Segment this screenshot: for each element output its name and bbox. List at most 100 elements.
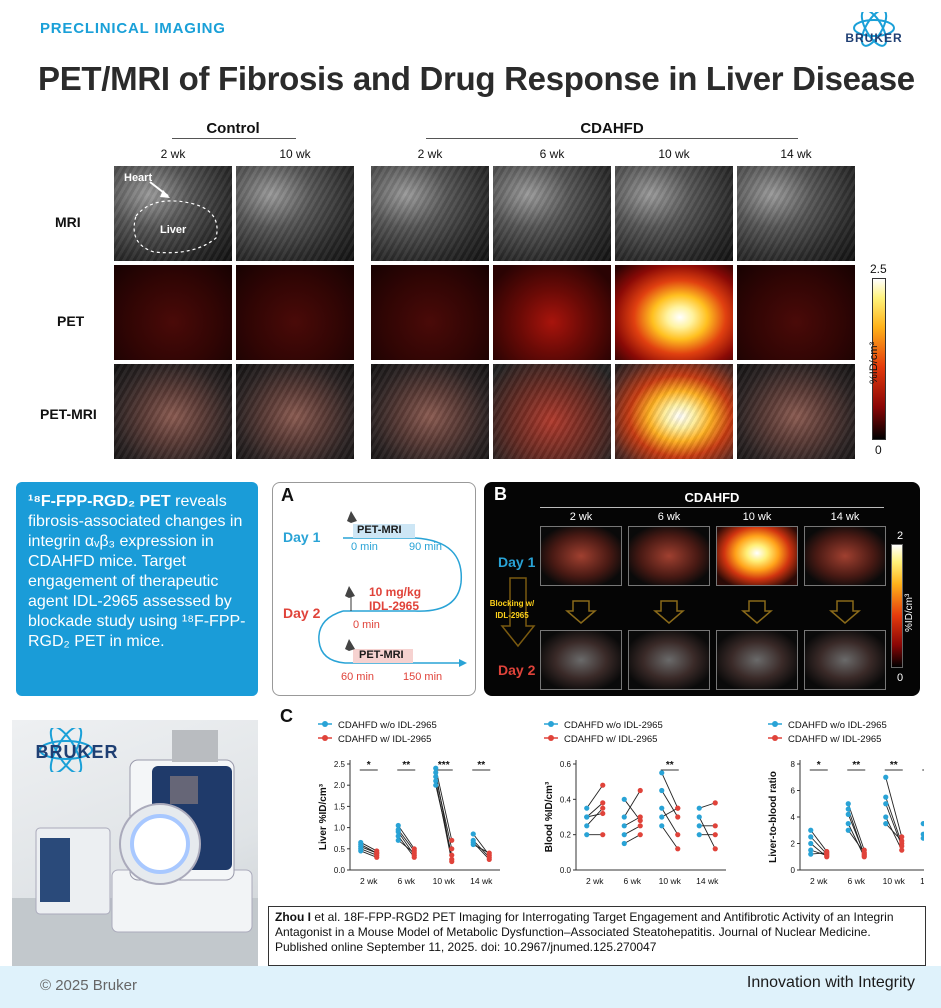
colorbar-max-label: 2.5 — [870, 262, 887, 276]
data-point-with — [712, 846, 718, 852]
data-point-without — [883, 774, 889, 780]
pet-mri-scanner-illustration — [12, 730, 258, 966]
data-point-with — [675, 805, 681, 811]
data-point-with — [675, 814, 681, 820]
significance-label: ** — [666, 760, 674, 771]
data-point-with — [899, 847, 905, 853]
panel-b-day1-6wk — [628, 526, 710, 586]
x-tick-label: 10 wk — [883, 876, 906, 886]
blocking-arrow-icon — [500, 577, 536, 648]
mri-image-control-2wk: Heart Liver — [114, 166, 232, 261]
paired-line — [586, 813, 603, 818]
panel-b-day2-10wk — [716, 630, 798, 690]
liver-annotation: Liver — [160, 224, 187, 236]
paired-line — [472, 842, 490, 860]
paired-line — [586, 807, 604, 827]
panel-b-day1-14wk — [804, 526, 886, 586]
y-tick-label: 0 — [791, 866, 796, 875]
panel-b-day1-10wk — [716, 526, 798, 586]
col-label-control-2wk: 2 wk — [160, 147, 186, 161]
group-cdahfd-rule — [426, 138, 798, 139]
col-label-control-10wk: 10 wk — [279, 147, 311, 161]
group-cdahfd-label: CDAHFD — [580, 120, 644, 137]
day1-label: Day 1 — [283, 529, 321, 545]
data-point-with — [411, 854, 417, 860]
t60-label: 60 min — [341, 671, 375, 683]
fused-image-cdahfd-10wk — [615, 364, 733, 459]
data-point-without — [808, 851, 814, 857]
x-tick-label: 14 wk — [920, 876, 924, 886]
paired-line — [397, 829, 415, 852]
colorbar-min-label: 0 — [875, 443, 882, 457]
panel-b-title: CDAHFD — [684, 490, 740, 505]
paired-line — [435, 772, 453, 860]
fused-image-control-2wk — [114, 364, 232, 459]
pet-image-cdahfd-2wk — [371, 265, 489, 360]
fused-image-cdahfd-2wk — [371, 364, 489, 459]
data-point-with — [600, 805, 606, 811]
data-point-without — [395, 837, 401, 843]
data-point-with — [486, 856, 492, 862]
data-point-with — [449, 837, 455, 843]
data-point-without — [659, 823, 665, 829]
data-point-without — [584, 814, 590, 820]
page-title: PET/MRI of Fibrosis and Drug Response in… — [38, 60, 915, 97]
paired-line — [698, 816, 716, 850]
data-point-with — [449, 852, 455, 858]
data-point-without — [358, 841, 364, 848]
legend-label: CDAHFD w/ IDL-2965 — [564, 734, 657, 745]
photo-logo-text: BRUKER — [35, 742, 119, 762]
row-label-mri: MRI — [55, 214, 81, 230]
significance-label: ** — [852, 760, 860, 771]
data-point-with — [600, 800, 606, 806]
paired-line — [623, 799, 641, 821]
data-point-without — [621, 814, 627, 820]
fused-image-cdahfd-6wk — [493, 364, 611, 459]
data-point-without — [433, 778, 439, 784]
data-point-without — [621, 832, 627, 838]
legend-label: CDAHFD w/ IDL-2965 — [338, 734, 431, 745]
legend-label: CDAHFD w/ IDL-2965 — [788, 734, 881, 745]
data-point-without — [920, 821, 926, 827]
data-point-with — [637, 823, 643, 829]
data-point-with — [411, 850, 417, 856]
t150-label: 150 min — [403, 671, 443, 683]
col-label-cdahfd-10wk: 10 wk — [658, 147, 690, 161]
pet-image-cdahfd-14wk — [737, 265, 855, 360]
data-point-with — [712, 800, 718, 806]
t0-day1-label: 0 min — [351, 541, 378, 553]
paired-line — [847, 823, 865, 857]
data-point-without — [845, 821, 851, 827]
panel-b-letter: B — [494, 484, 507, 504]
info-box-text: reveals fibrosis-associated changes in i… — [28, 493, 246, 650]
paired-line — [847, 808, 865, 856]
citation-author: Zhou I — [275, 910, 311, 924]
panel-b-colorbar — [891, 544, 903, 668]
panel-b-cb-max: 2 — [897, 530, 904, 542]
data-point-without — [845, 811, 851, 817]
panel-b-cb-min: 0 — [897, 672, 904, 684]
legend-marker — [322, 721, 328, 727]
protocol-timeline — [318, 511, 467, 667]
x-tick-label: 6 wk — [848, 876, 866, 886]
data-point-without — [621, 823, 627, 829]
data-point-without — [920, 835, 926, 841]
pet-image-cdahfd-10wk — [615, 265, 733, 360]
paired-line — [810, 852, 827, 855]
liver-outline — [133, 181, 218, 254]
data-point-with — [899, 843, 905, 849]
data-point-with — [600, 782, 606, 788]
mri-image-cdahfd-14wk — [737, 166, 855, 261]
data-point-without — [883, 801, 889, 807]
data-point-with — [861, 852, 867, 859]
paired-line — [586, 784, 604, 809]
legend-label: CDAHFD w/o IDL-2965 — [788, 720, 887, 731]
paired-line — [624, 816, 641, 827]
mri-image-control-10wk — [236, 166, 354, 261]
x-tick-label: 6 wk — [398, 876, 416, 886]
paired-line — [699, 802, 716, 809]
y-tick-label: 0.0 — [334, 866, 346, 875]
data-point-without — [395, 822, 401, 829]
panel-b-cb-unit: %ID/cm³ — [904, 593, 915, 632]
paired-line — [624, 834, 641, 844]
